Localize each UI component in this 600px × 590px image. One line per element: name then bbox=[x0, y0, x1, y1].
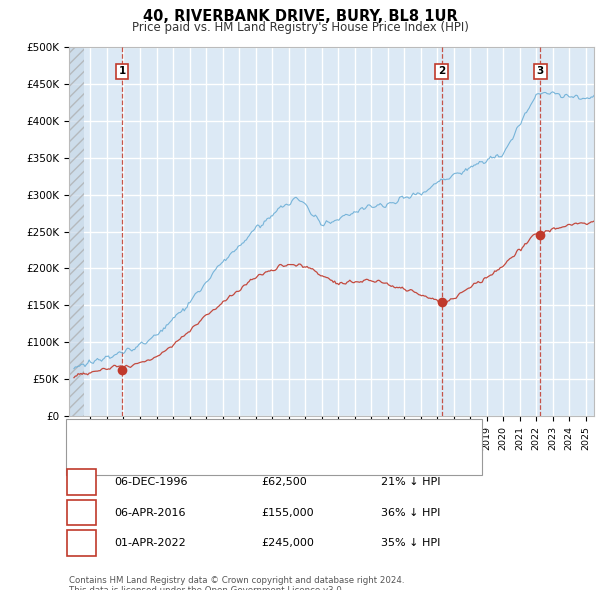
Text: £155,000: £155,000 bbox=[261, 507, 314, 517]
Text: 1: 1 bbox=[119, 66, 126, 76]
Text: Contains HM Land Registry data © Crown copyright and database right 2024.
This d: Contains HM Land Registry data © Crown c… bbox=[69, 576, 404, 590]
Text: 40, RIVERBANK DRIVE, BURY, BL8 1UR (detached house): 40, RIVERBANK DRIVE, BURY, BL8 1UR (deta… bbox=[108, 431, 402, 441]
Text: HPI: Average price, detached house, Bury: HPI: Average price, detached house, Bury bbox=[108, 453, 325, 463]
Polygon shape bbox=[69, 47, 83, 416]
Text: £245,000: £245,000 bbox=[261, 538, 314, 548]
Text: ———: ——— bbox=[77, 430, 114, 442]
Text: £62,500: £62,500 bbox=[261, 477, 307, 487]
Text: 2: 2 bbox=[77, 506, 86, 519]
Text: ———: ——— bbox=[77, 451, 114, 464]
Text: 36% ↓ HPI: 36% ↓ HPI bbox=[381, 507, 440, 517]
Text: 3: 3 bbox=[77, 537, 86, 550]
Text: 3: 3 bbox=[537, 66, 544, 76]
Text: 01-APR-2022: 01-APR-2022 bbox=[114, 538, 186, 548]
Text: 06-DEC-1996: 06-DEC-1996 bbox=[114, 477, 187, 487]
Text: 1: 1 bbox=[77, 476, 86, 489]
Text: 21% ↓ HPI: 21% ↓ HPI bbox=[381, 477, 440, 487]
Text: 35% ↓ HPI: 35% ↓ HPI bbox=[381, 538, 440, 548]
Text: 40, RIVERBANK DRIVE, BURY, BL8 1UR: 40, RIVERBANK DRIVE, BURY, BL8 1UR bbox=[143, 9, 457, 24]
Text: 2: 2 bbox=[438, 66, 445, 76]
Text: 06-APR-2016: 06-APR-2016 bbox=[114, 507, 185, 517]
Text: Price paid vs. HM Land Registry's House Price Index (HPI): Price paid vs. HM Land Registry's House … bbox=[131, 21, 469, 34]
